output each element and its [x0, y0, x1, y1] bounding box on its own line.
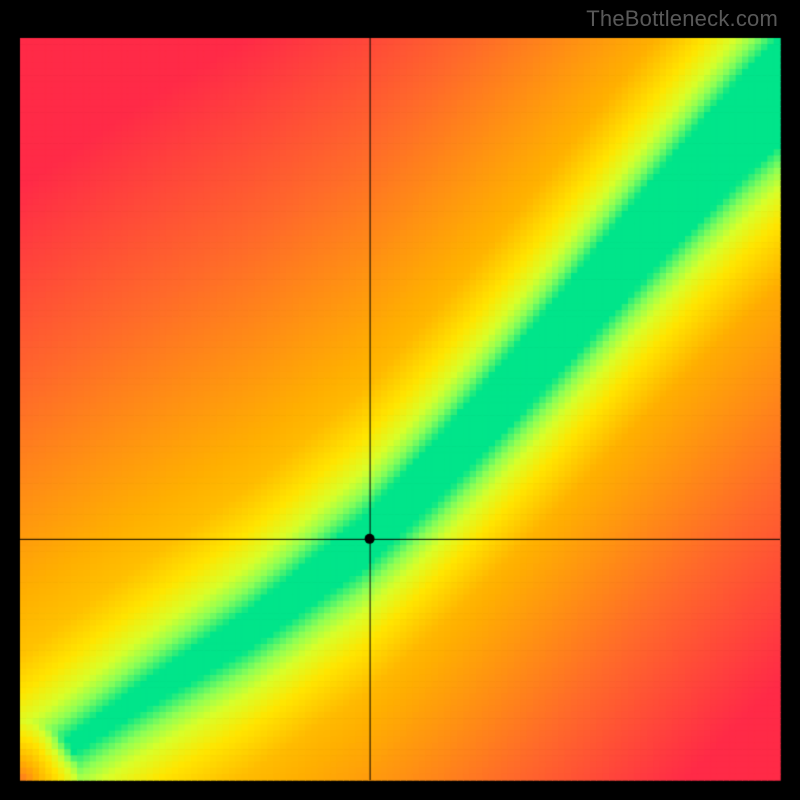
bottleneck-heatmap — [0, 0, 800, 800]
watermark-text: TheBottleneck.com — [586, 6, 778, 32]
chart-container: TheBottleneck.com — [0, 0, 800, 800]
